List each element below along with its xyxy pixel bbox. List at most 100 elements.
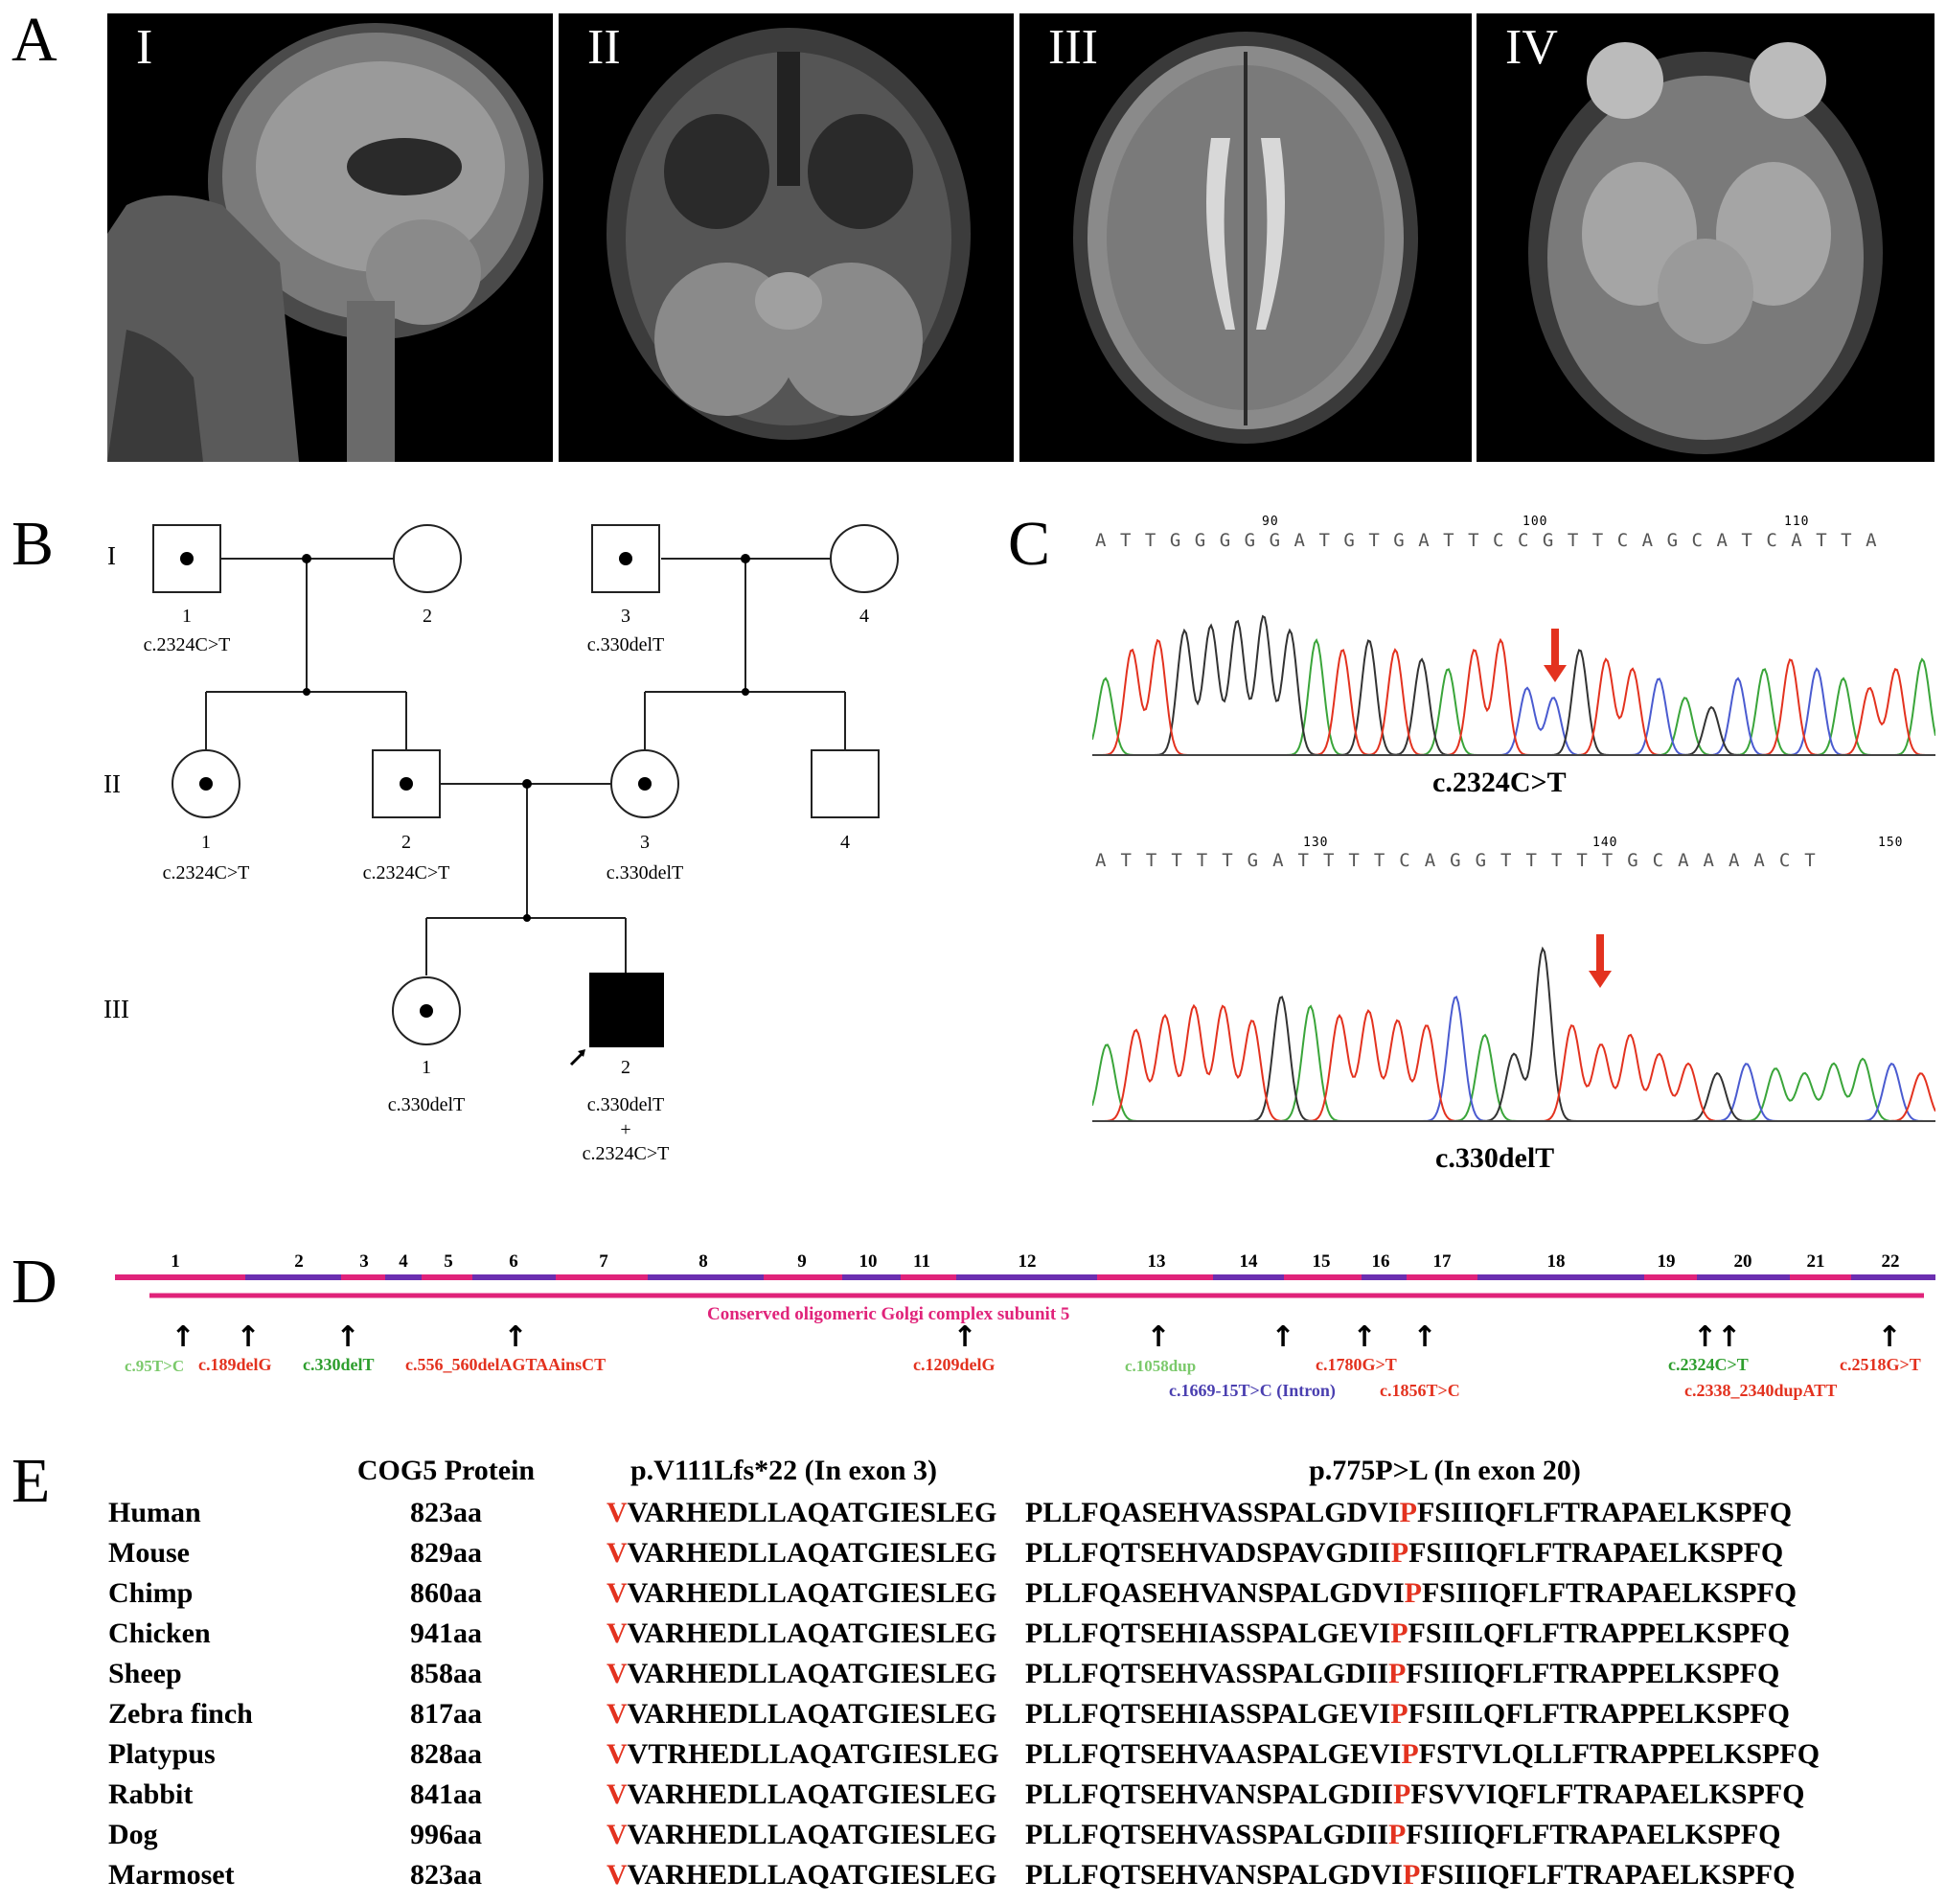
variant-label-11: c.2338_2340dupATT [1684, 1381, 1838, 1400]
seq-exon3-mutated-residue: V [607, 1778, 628, 1810]
seq-pos-150: 150 [1878, 836, 1904, 850]
col-mut2: p.775P>L (In exon 20) [1309, 1455, 1581, 1486]
exon-number-10: 10 [859, 1251, 878, 1272]
generation-label-1: I [107, 541, 116, 570]
pedigree-genotype-III-1: c.330delT [387, 1094, 466, 1115]
mutation-caption-bottom: c.330delT [1435, 1142, 1555, 1174]
protein-length: 823aa [410, 1497, 482, 1528]
seq-exon3-rest: VARHEDLLAQATGIESLEG [627, 1497, 997, 1528]
species-name: Dog [108, 1819, 158, 1850]
protein-length: 829aa [410, 1537, 482, 1569]
variant-label-3: c.330delT [303, 1355, 375, 1374]
seq-exon3: VVTRHEDLLAQATGIESLEG [563, 1734, 1004, 1775]
pedigree-num-III-1: 1 [422, 1057, 431, 1078]
species-name: Mouse [108, 1537, 190, 1569]
species-name: Rabbit [108, 1778, 194, 1810]
seq-exon20-mutated-residue: P [1388, 1819, 1407, 1850]
exon-number-8: 8 [698, 1251, 708, 1272]
variant-label-4: c.556_560delAGTAAinsCT [405, 1355, 607, 1374]
seq-exon3-mutated-residue: V [607, 1859, 628, 1891]
seq-exon3: VVARHEDLLAQATGIESLEG [563, 1654, 1004, 1694]
seq-exon20-before: PLLFQTSEHVAASPALGEVI [1025, 1738, 1402, 1770]
seq-exon3-rest: VARHEDLLAQATGIESLEG [627, 1537, 997, 1569]
pedigree-genotype-III-2: c.330delT [586, 1094, 665, 1115]
seq-exon20: PLLFQTSEHVANSPALGDVIPFSIIIQFLFTRAPAELKSP… [1004, 1855, 1886, 1895]
col-species [108, 1455, 329, 1493]
variant-arrow-10: ↑↑ [1692, 1320, 1742, 1354]
mri-image-sagittal: I [107, 13, 553, 462]
variant-label-6: c.1058dup [1125, 1357, 1197, 1375]
mri-image-axial-posterior-fossa: II [559, 13, 1014, 462]
seq-exon3: VVARHEDLLAQATGIESLEG [563, 1694, 1004, 1734]
variant-arrow-4: ↑ [503, 1320, 528, 1354]
variant-label-8: c.1780G>T [1316, 1355, 1397, 1374]
seq-exon20-after: FSIILQFLFTRAPPELKSPFQ [1408, 1698, 1790, 1730]
seq-exon3-mutated-residue: V [607, 1537, 628, 1569]
seq-exon3: VVARHEDLLAQATGIESLEG [563, 1533, 1004, 1573]
alignment-row: Human 823aa VVARHEDLLAQATGIESLEG PLLFQASEHV… [108, 1493, 1886, 1533]
mutation-arrowhead-bottom [1589, 971, 1612, 988]
seq-exon3-mutated-residue: V [607, 1738, 628, 1770]
panel-label-a: A [11, 5, 57, 75]
species-name: Platypus [108, 1738, 216, 1770]
exon-number-17: 17 [1432, 1251, 1452, 1272]
conservation-alignment-table: COG5 Protein p.V111Lfs*22 (In exon 3) p.… [108, 1455, 1886, 1895]
variant-arrow-7: ↑ [1271, 1320, 1295, 1354]
col-protein: COG5 Protein [356, 1455, 536, 1486]
exon-number-12: 12 [1018, 1251, 1037, 1272]
mri-image-axial-ventricles: III [1019, 13, 1472, 462]
variant-arrow-9: ↑ [1412, 1320, 1437, 1354]
pedigree-chart [152, 524, 899, 1067]
panel-label-d: D [11, 1247, 57, 1317]
seq-exon3-mutated-residue: V [607, 1819, 628, 1850]
seq-exon20: PLLFQTSEHIASSPALGEVIPFSIILQFLFTRAPPELKSP… [1004, 1694, 1886, 1734]
seq-exon20-before: PLLFQTSEHVANSPALGDVI [1025, 1859, 1403, 1891]
pedigree-num-II-2: 2 [401, 832, 411, 853]
seq-exon3-rest: VARHEDLLAQATGIESLEG [627, 1859, 997, 1891]
seq-exon20: PLLFQTSEHVASSPALGDIIPFSIIIQFLFTRAPAELKSP… [1004, 1815, 1886, 1855]
seq-exon3: VVARHEDLLAQATGIESLEG [563, 1855, 1004, 1895]
seq-exon20-after: FSIIIQFLFTRAPAELKSPFQ [1421, 1577, 1797, 1609]
seq-exon20-after: FSIIIQFLFTRAPAELKSPFQ [1408, 1537, 1784, 1569]
trace-t [1092, 1003, 1935, 1122]
pedigree-num-I-2: 2 [423, 606, 432, 627]
pedigree-num-I-3: 3 [621, 606, 630, 627]
exon-number-21: 21 [1806, 1251, 1825, 1272]
seq-exon3-mutated-residue: V [607, 1658, 628, 1689]
variant-arrow-11: ↑ [1877, 1320, 1902, 1354]
alignment-row: Rabbit 841aa VVARHEDLLAQATGIESLEG PLLFQTSEH… [108, 1775, 1886, 1815]
exon-number-15: 15 [1312, 1251, 1331, 1272]
col-mut1: p.V111Lfs*22 (In exon 3) [630, 1455, 938, 1486]
exon-number-1: 1 [171, 1251, 180, 1272]
pedigree-num-I-4: 4 [859, 606, 869, 627]
seq-exon20-after: FSVVIQFLFTRAPAELKSPFQ [1410, 1778, 1805, 1810]
seq-exon3-rest: VARHEDLLAQATGIESLEG [627, 1577, 997, 1609]
seq-pos-110: 110 [1784, 515, 1810, 529]
variant-arrow-8: ↑ [1352, 1320, 1377, 1354]
seq-exon20-before: PLLFQTSEHIASSPALGEVI [1025, 1698, 1391, 1730]
mri-label-2: II [587, 20, 621, 75]
protein-length: 817aa [410, 1698, 482, 1730]
seq-exon20-before: PLLFQASEHVANSPALGDVI [1025, 1577, 1405, 1609]
generation-label-3: III [103, 995, 129, 1023]
exon-number-18: 18 [1546, 1251, 1566, 1272]
mutation-caption-top: c.2324C>T [1432, 767, 1567, 798]
seq-exon3: VVARHEDLLAQATGIESLEG [563, 1573, 1004, 1614]
alignment-row: Chicken 941aa VVARHEDLLAQATGIESLEG PLLFQTSE… [108, 1614, 1886, 1654]
exon-number-6: 6 [509, 1251, 518, 1272]
pedigree-num-I-1: 1 [182, 606, 192, 627]
variant-label-7: c.1669-15T>C (Intron) [1169, 1381, 1336, 1400]
seq-pos-90: 90 [1262, 515, 1279, 529]
seq-exon20-before: PLLFQTSEHVASSPALGDII [1025, 1658, 1388, 1689]
mutation-arrowhead-top [1544, 665, 1567, 682]
mri-label-4: IV [1505, 20, 1558, 75]
seq-exon3-rest: VARHEDLLAQATGIESLEG [627, 1658, 997, 1689]
protein-length: 941aa [410, 1617, 482, 1649]
pedigree-num-II-3: 3 [640, 832, 650, 853]
variant-arrow-1: ↑ [171, 1320, 195, 1354]
variant-arrow-5: ↑ [952, 1320, 977, 1354]
alignment-row: Dog 996aa VVARHEDLLAQATGIESLEG PLLFQTSEHVAS… [108, 1815, 1886, 1855]
seq-exon20-after: FSTVLQLLFTRAPPELKSPFQ [1418, 1738, 1820, 1770]
seq-exon20-mutated-residue: P [1404, 1577, 1422, 1609]
pedigree-genotype-III-2b: c.2324C>T [582, 1143, 670, 1164]
